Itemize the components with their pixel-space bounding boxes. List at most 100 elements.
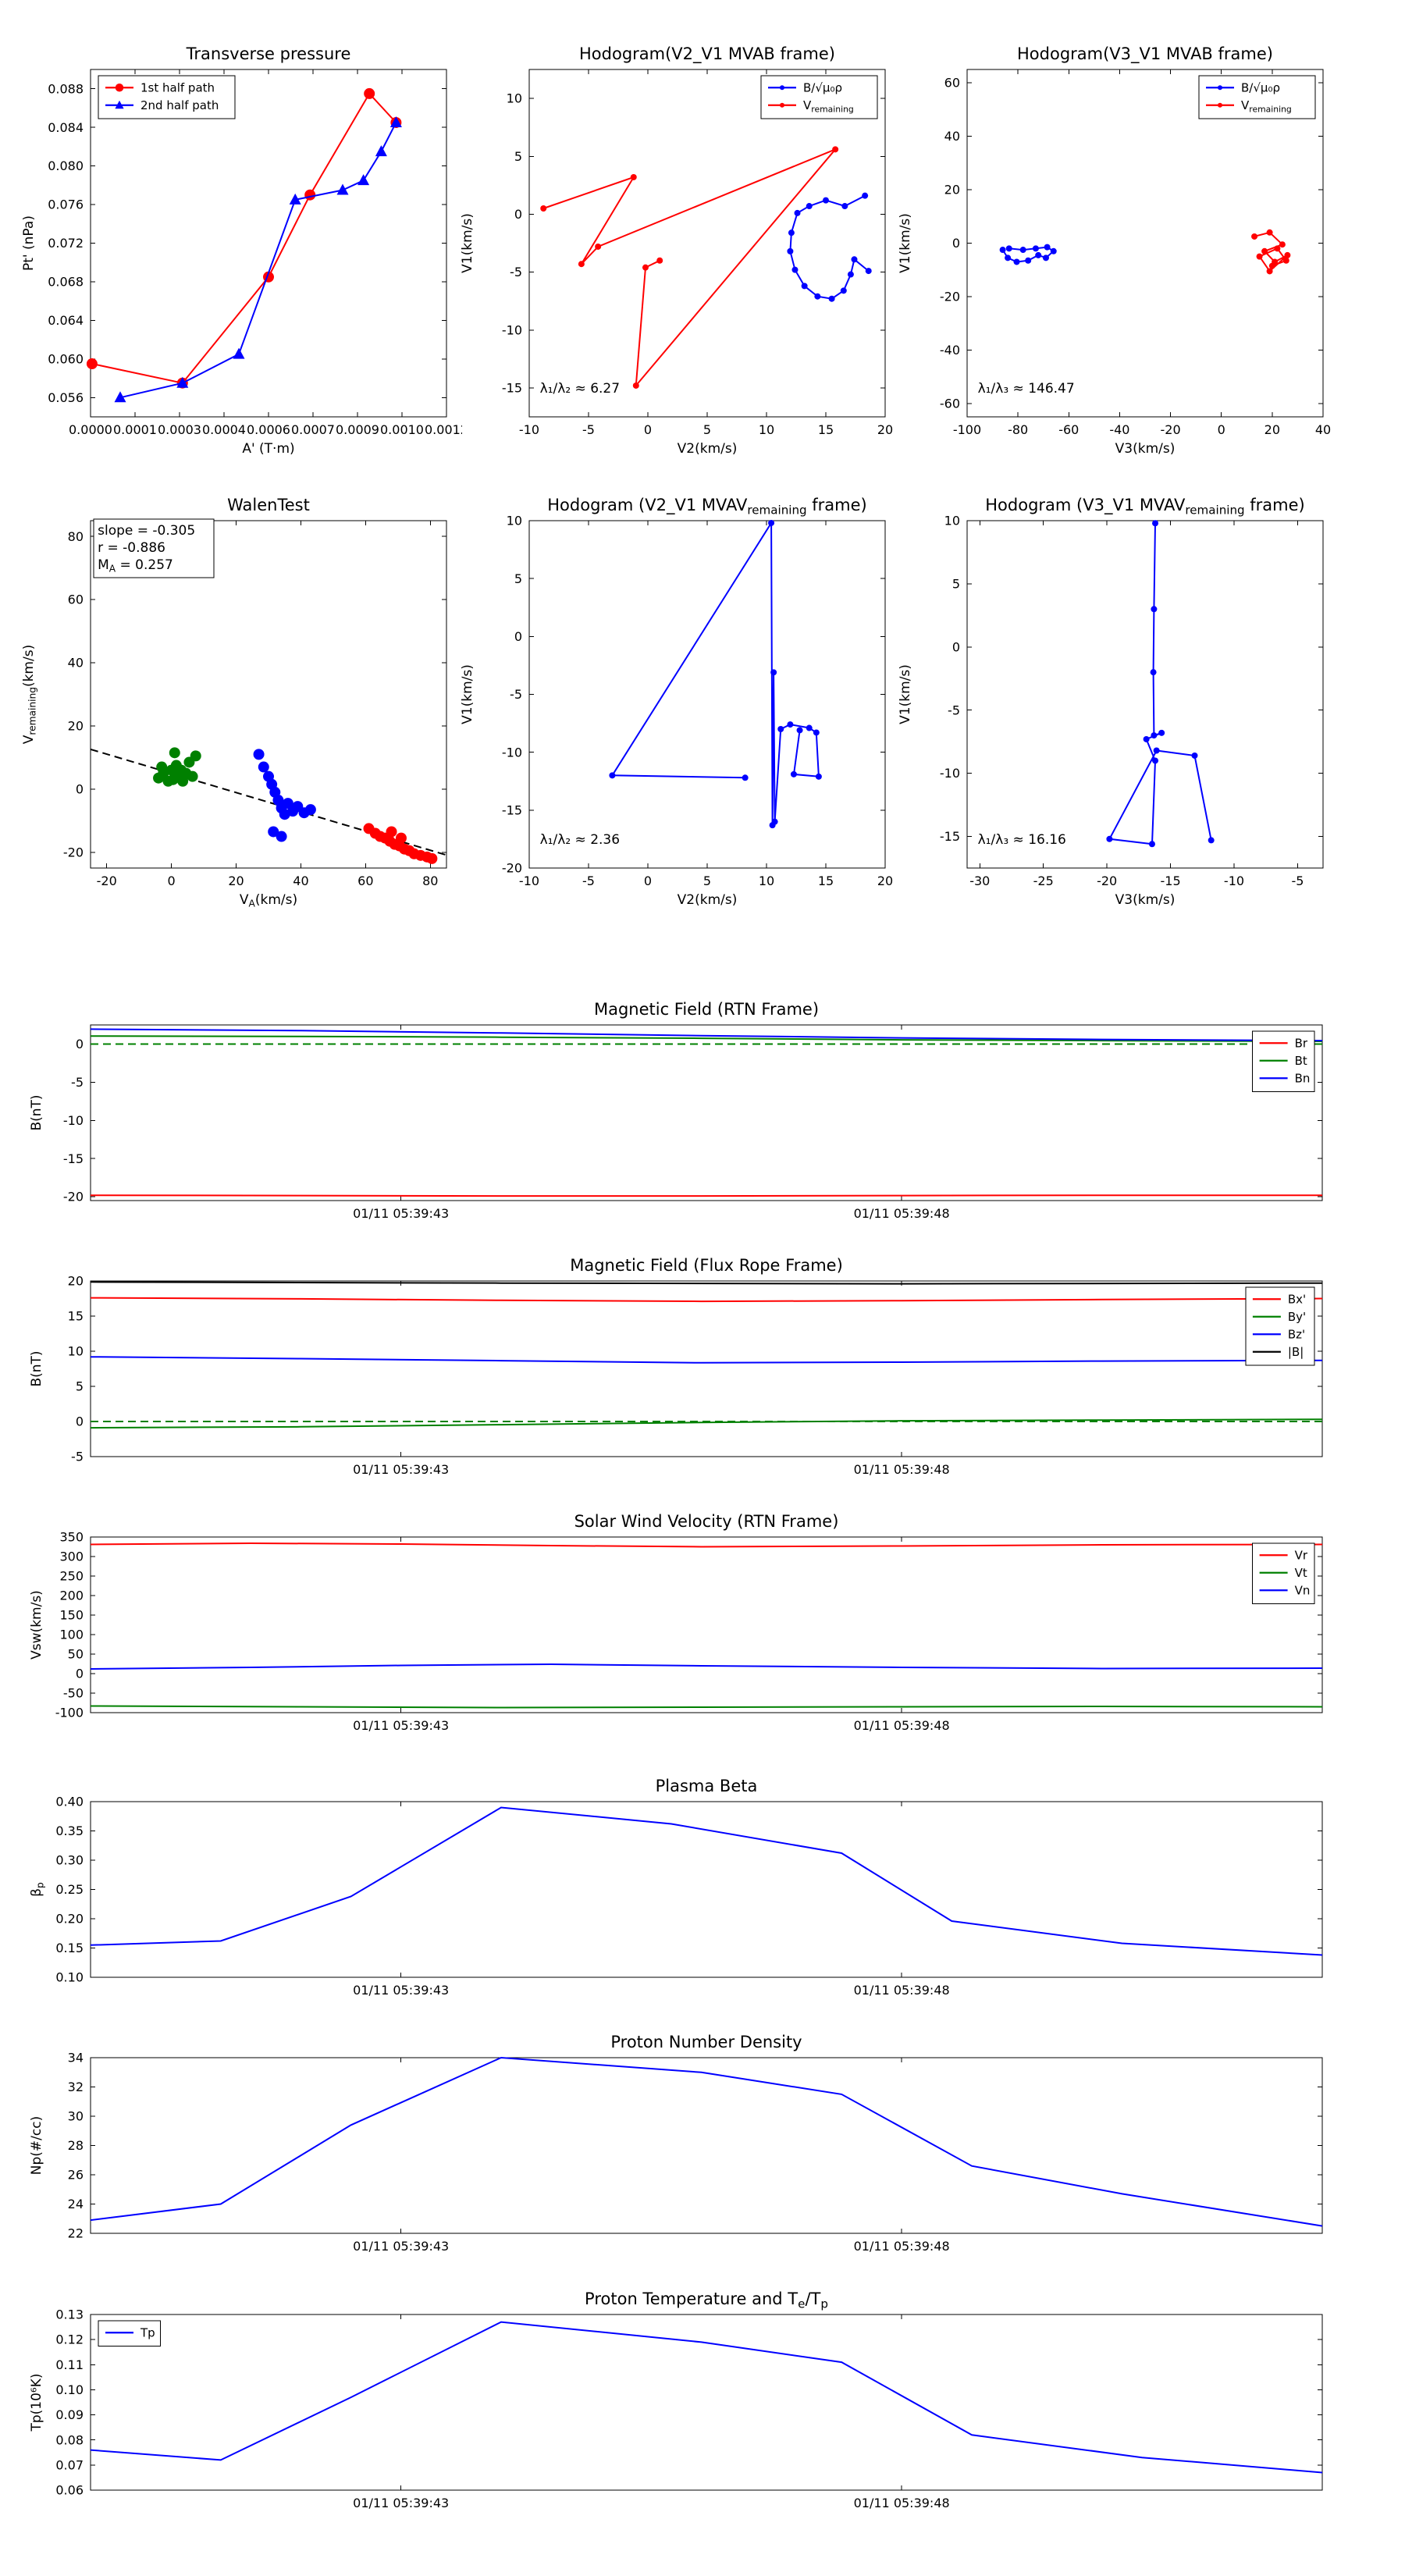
hodogram-v2v1-mvav-ytick: -10 [502,745,522,760]
chart-hodogram-v3v1-mvab: Hodogram(V3_V1 MVAB frame) -100 -80 -60 -40 -… [880,34,1339,465]
hodogram-v2v1-mvab-legend [760,75,878,119]
transverse-pressure-ytick: 0.072 [48,236,84,251]
hodogram-v2v1-mvav-xtick: 15 [818,873,834,888]
hodogram-v2v1-mvab-ytick: -5 [510,265,522,279]
transverse-pressure-xlabel: A' (T·m) [242,441,294,457]
hodogram-v3v1-mvab-xtick: -80 [1008,422,1028,437]
transverse-pressure-ytick: 0.068 [48,275,84,290]
b-fluxrope-legend-label: Bx' [1288,1293,1306,1307]
transverse-pressure-ytick: 0.056 [48,390,84,405]
vsw-rtn-xtick: 01/11 05:39:43 [353,1718,449,1733]
walen-test-xtick: -20 [97,873,117,888]
b-fluxrope-ytick: -5 [71,1450,84,1464]
transverse-pressure-xtick: 0.0009 [336,422,379,437]
vsw-rtn-legend-label: Vr [1295,1549,1308,1563]
hodogram-v2v1-mvav-xlabel: V2(km/s) [678,892,738,908]
hodogram-v2v1-mvav-xtick: 0 [644,873,652,888]
hodogram-v2v1-mvab-plot: Hodogram(V2_V1 MVAB frame) -10 -5 0 5 10 15 20 -… [460,44,893,457]
walen-test-xlabel: VA(km/s) [240,892,297,909]
walen-test-plot: WalenTest -20 0 20 40 60 80 -20 0 20 40 60 80 VA(km/s… [21,496,447,909]
transverse-pressure-ytick: 0.060 [48,351,84,366]
transverse-pressure-ytick: 0.076 [48,197,84,212]
proton-temp-title: Proton Temperature and Te/Tp [585,2290,828,2311]
transverse-pressure-xtick: 0.0000 [69,422,112,437]
chart-walen-test: WalenTest -20 0 20 40 60 80 -20 0 20 40 60 80 VA(km/s… [3,486,462,916]
b-fluxrope-title: Magnetic Field (Flux Rope Frame) [570,1256,843,1275]
hodogram-v3v1-mvav-annotation: λ₁/λ₃ ≈ 16.16 [978,832,1066,848]
plasma-beta-ytick: 0.40 [55,1795,84,1809]
b-fluxrope-ylabel: B(nT) [29,1350,44,1386]
chart-solar-wind-velocity: Solar Wind Velocity (RTN Frame) 01/11 05:… [9,1506,1338,1749]
hodogram-v3v1-mvav-ytick: 10 [944,514,960,528]
plasma-beta-ytick: 0.20 [55,1912,84,1927]
walen-test-xtick: 0 [168,873,176,888]
b-fluxrope-plot: Magnetic Field (Flux Rope Frame) 01/11 05… [29,1256,1323,1477]
plasma-beta-ytick: 0.35 [55,1823,84,1838]
plasma-beta-plot: Plasma Beta 01/11 05:39:43 01/11 05:39:48 0… [29,1777,1323,1998]
chart-proton-temperature: Proton Temperature and Te/Tp 01/11 05:39:… [9,2283,1338,2526]
hodogram-v3v1-mvav-ytick: -15 [940,829,960,844]
b-rtn-legend-label: Br [1295,1037,1308,1051]
walen-test-ytick: 80 [68,529,84,544]
proton-density-ytick: 22 [68,2226,84,2241]
b-fluxrope-xtick: 01/11 05:39:48 [854,1462,950,1477]
proton-temp-series-Tp [90,2321,1323,2474]
hodogram-v3v1-mvab-axes [966,69,1324,418]
walen-test-ytick: 60 [68,592,84,607]
transverse-pressure-series-2ndhalfpath [119,122,397,399]
proton-density-series-Np [90,2056,1323,2227]
hodogram-v3v1-mvab-legend-label: B/√μ₀ρ [1241,81,1280,95]
hodogram-v2v1-mvab-xtick: -5 [582,422,595,437]
plasma-beta-title: Plasma Beta [656,1777,758,1795]
proton-temp-ytick: 0.06 [55,2483,84,2498]
b-fluxrope-axes [90,1280,1323,1457]
hodogram-v2v1-mvav-ylabel: V1(km/s) [460,664,475,724]
proton-density-ytick: 32 [68,2080,84,2094]
hodogram-v2v1-mvab-legend-label: Vremaining [803,98,854,114]
hodogram-v2v1-mvab-xtick: -10 [519,422,539,437]
b-fluxrope-xtick: 01/11 05:39:43 [353,1462,449,1477]
vsw-rtn-ytick: -100 [55,1706,84,1720]
proton-temp-ytick: 0.07 [55,2457,84,2472]
chart-hodogram-v2v1-mvab: Hodogram(V2_V1 MVAB frame) -10 -5 0 5 10 15 20 -… [442,34,901,465]
hodogram-v2v1-mvab-xtick: 0 [644,422,652,437]
b-fluxrope-ytick: 15 [68,1309,84,1324]
walen-test-ytick: -20 [63,845,84,859]
b-rtn-axes [90,1024,1323,1201]
vsw-rtn-ytick: 250 [59,1569,84,1584]
hodogram-v3v1-mvab-ytick: -60 [940,396,960,411]
walen-test-annotation: MA = 0.257 [98,557,173,575]
vsw-rtn-ytick: -50 [63,1686,84,1701]
transverse-pressure-xtick: 0.0003 [158,422,201,437]
vsw-rtn-legend-label: Vt [1295,1566,1307,1580]
hodogram-v2v1-mvav-ytick: -20 [502,861,522,876]
hodogram-v3v1-mvav-ytick: 5 [952,577,960,592]
vsw-rtn-ylabel: Vsw(km/s) [29,1590,44,1660]
b-rtn-ylabel: B(nT) [29,1094,44,1130]
proton-temp-legend-label: Tp [140,2326,155,2340]
hodogram-v2v1-mvab-series-Vremaining [542,148,836,388]
proton-temp-plot: Proton Temperature and Te/Tp 01/11 05:39:… [29,2290,1323,2510]
b-fluxrope-series-Bx [90,1297,1323,1303]
hodogram-v3v1-mvab-xtick: -20 [1161,422,1181,437]
b-rtn-ytick: -20 [63,1190,84,1204]
b-fluxrope-series-B [90,1281,1323,1285]
proton-density-title: Proton Number Density [610,2033,802,2051]
walen-test-ytick: 20 [68,719,84,734]
hodogram-v3v1-mvav-xtick: -30 [969,873,990,888]
transverse-pressure-legend-label: 1st half path [140,81,215,95]
vsw-rtn-axes [90,1536,1323,1713]
b-rtn-plot: Magnetic Field (RTN Frame) 01/11 05:39:43… [29,1000,1323,1221]
hodogram-v3v1-mvab-xtick: 0 [1218,422,1225,437]
walen-test-xtick: 40 [293,873,308,888]
transverse-pressure-series-1sthalfpath [91,92,397,384]
proton-temp-ylabel: Tp(10⁶K) [29,2373,44,2432]
transverse-pressure-ytick: 0.084 [48,120,84,135]
transverse-pressure-xtick: 0.0010 [380,422,424,437]
plasma-beta-ytick: 0.30 [55,1853,84,1868]
hodogram-v2v1-mvab-legend-label: B/√μ₀ρ [803,81,842,95]
proton-temp-ytick: 0.13 [55,2307,84,2322]
vsw-rtn-ytick: 350 [59,1530,84,1545]
transverse-pressure-xtick: 0.0007 [291,422,335,437]
vsw-rtn-ytick: 0 [76,1667,84,1681]
